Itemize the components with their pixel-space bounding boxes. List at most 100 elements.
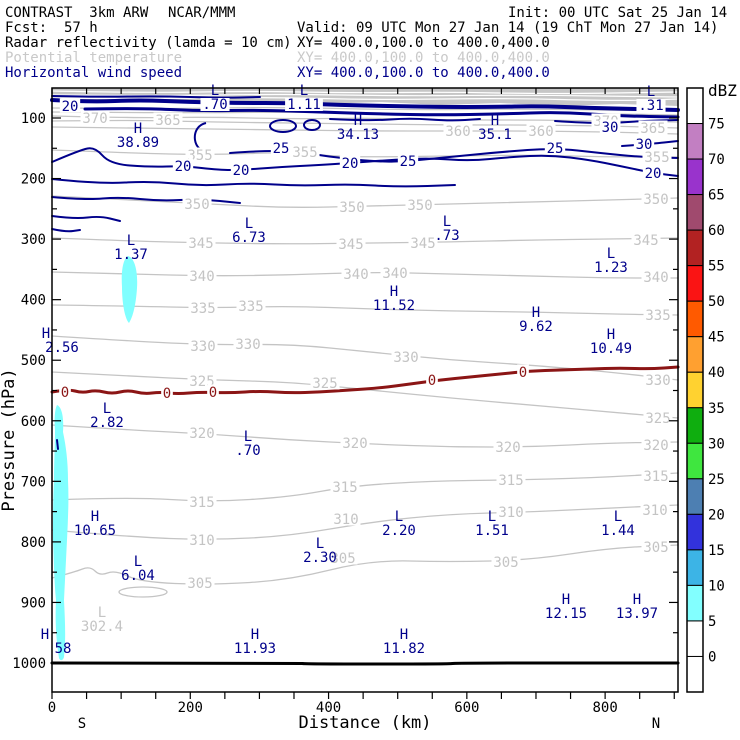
extrema-value: .70 bbox=[235, 443, 260, 459]
center-title: NCAR/MMM bbox=[168, 5, 236, 21]
reflectivity-fill bbox=[121, 256, 138, 323]
extrema-value: 10.65 bbox=[74, 523, 116, 539]
zero-label: 0 bbox=[163, 386, 171, 402]
valid-time: Valid: 09 UTC Mon 27 Jan 14 (19 ChT Mon … bbox=[297, 20, 719, 36]
zero-label-halo bbox=[59, 384, 71, 399]
extrema-letter: H bbox=[91, 509, 99, 525]
colorbar-tick-label: 20 bbox=[708, 507, 725, 523]
theta-label: 345 bbox=[633, 233, 658, 249]
zero-label-halo bbox=[517, 364, 529, 379]
theta-label-halo bbox=[641, 269, 671, 284]
theta-label-halo bbox=[638, 120, 668, 135]
y-tick-label: 300 bbox=[21, 232, 46, 248]
extrema-letter: L bbox=[395, 509, 403, 525]
extrema-halo bbox=[285, 98, 323, 111]
wind-label-halo bbox=[397, 153, 419, 168]
extrema-value: 11.93 bbox=[234, 641, 276, 657]
extrema-value: 58 bbox=[55, 641, 72, 657]
extrema-letter: L bbox=[443, 214, 451, 230]
field-label: Horizontal wind speed bbox=[5, 65, 183, 81]
theta-label: 350 bbox=[339, 200, 364, 216]
forecast-hour: Fcst: 57 h bbox=[5, 20, 98, 36]
theta-label-halo bbox=[631, 232, 661, 247]
colorbar-tick-label: 60 bbox=[708, 223, 725, 239]
init-time: Init: 00 UTC Sat 25 Jan 14 bbox=[508, 5, 728, 21]
wind-label-halo bbox=[642, 165, 664, 180]
theta-label-halo bbox=[331, 511, 361, 526]
extrema-value: .31 bbox=[638, 98, 663, 114]
wind-label-halo bbox=[633, 136, 655, 151]
colorbar-segment bbox=[686, 87, 704, 125]
theta-label: 340 bbox=[189, 269, 214, 285]
extrema-value: 1.11 bbox=[287, 97, 321, 113]
colorbar-segment bbox=[686, 513, 704, 551]
theta-label-halo bbox=[188, 338, 218, 353]
extrema-letter: L bbox=[98, 605, 106, 621]
extrema-letter: H bbox=[42, 326, 50, 342]
theta-label-halo bbox=[642, 149, 672, 164]
y-tick-label: 400 bbox=[21, 293, 46, 309]
extrema-letter: H bbox=[562, 592, 570, 608]
reflectivity-fill bbox=[53, 405, 69, 661]
theta-label-halo bbox=[380, 265, 410, 280]
field-label: Potential temperature bbox=[5, 50, 183, 66]
theta-contours bbox=[51, 115, 679, 598]
theta-label-halo bbox=[340, 435, 370, 450]
theta-contour-line bbox=[51, 126, 679, 135]
colorbar-segment bbox=[686, 229, 704, 267]
x-tick-label: 400 bbox=[316, 700, 341, 716]
extrema-letter: L bbox=[614, 509, 622, 525]
theta-label-halo bbox=[186, 235, 216, 250]
colorbar-border bbox=[686, 87, 704, 693]
theta-label: 320 bbox=[189, 426, 214, 442]
extrema-halo bbox=[636, 99, 666, 112]
reflectivity-shading bbox=[53, 256, 138, 661]
wind-label: 30 bbox=[636, 137, 653, 153]
theta-label: 305 bbox=[330, 551, 355, 567]
theta-label: 365 bbox=[640, 121, 665, 137]
field-legend-reflectivity: Radar reflectivity (lamda = 10 cm) XY= 4… bbox=[0, 35, 740, 51]
header-line-1: CONTRAST 3km ARW NCAR/MMM Init: 00 UTC S… bbox=[0, 5, 740, 21]
colorbar-segment bbox=[686, 442, 704, 480]
field-legend-theta: Potential temperature XY= 400.0,100.0 to… bbox=[0, 50, 740, 66]
theta-label-halo bbox=[496, 472, 526, 487]
y-tick-label: 100 bbox=[21, 111, 46, 127]
colorbar-tick-label: 70 bbox=[708, 152, 725, 168]
extrema-letter: H bbox=[354, 113, 362, 129]
theta-label: 360 bbox=[445, 124, 470, 140]
extrema-letter: L bbox=[245, 216, 253, 232]
theta-label: 320 bbox=[495, 440, 520, 456]
zero-label-halo bbox=[161, 385, 173, 400]
extrema-letter: L bbox=[103, 401, 111, 417]
theta-label: 345 bbox=[338, 237, 363, 253]
theta-label: 315 bbox=[332, 480, 357, 496]
theta-label: 355 bbox=[187, 148, 212, 164]
theta-label: 335 bbox=[645, 308, 670, 324]
extrema-letter: L bbox=[244, 429, 252, 445]
south-end-label: S bbox=[78, 716, 86, 732]
wind-contour-line bbox=[56, 439, 59, 450]
theta-label-halo bbox=[341, 266, 371, 281]
colorbar-segment bbox=[686, 194, 704, 231]
colorbar-segment bbox=[686, 620, 704, 657]
theta-label: 330 bbox=[190, 339, 215, 355]
extrema-value: 13.97 bbox=[616, 606, 658, 622]
extrema-letter: H bbox=[41, 627, 49, 643]
wind-contour-line bbox=[51, 95, 261, 99]
wind-contour-line bbox=[51, 178, 456, 188]
theta-label: 305 bbox=[493, 555, 518, 571]
theta-label: 315 bbox=[498, 473, 523, 489]
colorbar-segment bbox=[686, 300, 704, 338]
theta-label: 365 bbox=[155, 113, 180, 129]
theta-label-halo bbox=[405, 197, 435, 212]
theta-label: 350 bbox=[643, 192, 668, 208]
x-axis-title: Distance (km) bbox=[298, 713, 431, 733]
wind-label: 25 bbox=[273, 141, 290, 157]
zero-contour-line bbox=[50, 365, 680, 395]
wind-label: 20 bbox=[645, 166, 662, 182]
wind-label-halo bbox=[230, 162, 252, 177]
extrema-value: 302.4 bbox=[81, 619, 123, 635]
zero-label: 0 bbox=[61, 385, 69, 401]
